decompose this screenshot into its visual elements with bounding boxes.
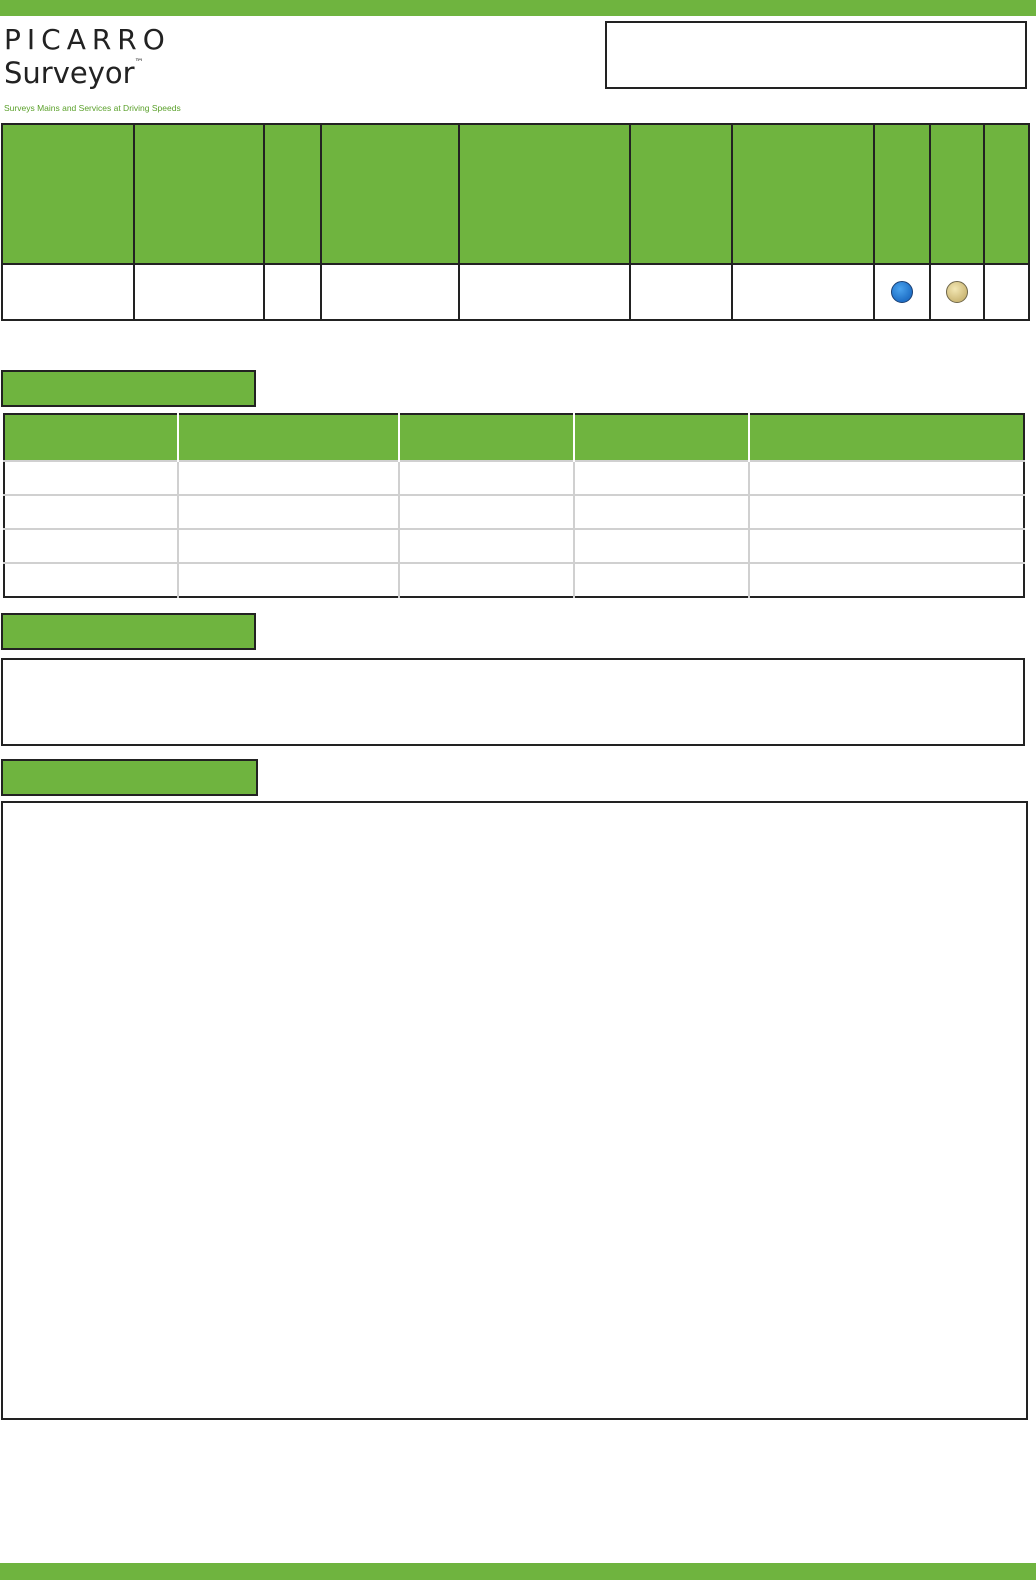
details-cell xyxy=(177,562,399,597)
survey-header-cell xyxy=(133,124,264,264)
survey-header-cell xyxy=(458,124,630,264)
details-cell xyxy=(748,460,1024,495)
survey-header-cell xyxy=(873,124,930,264)
section-label-3 xyxy=(1,759,258,796)
details-cell xyxy=(397,562,575,597)
survey-cell xyxy=(983,263,1029,320)
logo-tagline: Surveys Mains and Services at Driving Sp… xyxy=(4,103,181,113)
survey-table-header xyxy=(2,124,1029,264)
details-cell xyxy=(748,528,1024,563)
details-cell xyxy=(397,460,575,495)
details-cell xyxy=(573,528,750,563)
details-header-cell xyxy=(748,414,1024,461)
details-table-header xyxy=(4,414,1024,461)
survey-cell xyxy=(873,263,930,320)
survey-cell xyxy=(2,263,134,320)
details-cell xyxy=(573,562,750,597)
survey-cell xyxy=(133,263,264,320)
details-cell xyxy=(4,528,179,563)
tan-status-dot xyxy=(946,281,968,303)
survey-header-cell xyxy=(731,124,874,264)
survey-header-cell xyxy=(929,124,984,264)
logo-product-name: Surveyor™ xyxy=(4,56,144,90)
survey-cell xyxy=(263,263,321,320)
logo-company-name: PICARRO xyxy=(4,23,171,56)
survey-cell xyxy=(320,263,459,320)
blue-status-dot xyxy=(891,281,913,303)
details-cell xyxy=(573,494,750,529)
map-area xyxy=(1,801,1028,1420)
survey-header-cell xyxy=(629,124,732,264)
details-cell xyxy=(177,494,399,529)
comments-box xyxy=(1,658,1025,746)
details-cell xyxy=(748,494,1024,529)
survey-cell xyxy=(458,263,630,320)
survey-cell xyxy=(731,263,874,320)
survey-header-cell xyxy=(2,124,134,264)
table-row xyxy=(4,528,1024,563)
survey-header-cell xyxy=(263,124,321,264)
details-cell xyxy=(4,562,179,597)
survey-cell xyxy=(629,263,732,320)
section-label-1 xyxy=(1,370,256,407)
details-cell xyxy=(177,528,399,563)
survey-table-row xyxy=(2,263,1029,320)
section-label-2 xyxy=(1,613,256,650)
details-cell xyxy=(397,528,575,563)
details-header-cell xyxy=(4,414,179,461)
details-table xyxy=(3,413,1025,598)
picarro-surveyor-logo: PICARRO Surveyor™ Surveys Mains and Serv… xyxy=(4,24,194,120)
survey-cell xyxy=(929,263,984,320)
table-row xyxy=(4,494,1024,529)
details-cell xyxy=(4,460,179,495)
details-cell xyxy=(573,460,750,495)
details-cell xyxy=(177,460,399,495)
survey-header-cell xyxy=(320,124,459,264)
details-header-cell xyxy=(177,414,399,461)
bottom-accent-bar xyxy=(0,1563,1036,1580)
trademark-symbol: ™ xyxy=(134,58,144,68)
report-title-box xyxy=(605,21,1027,89)
survey-header-cell xyxy=(983,124,1029,264)
table-row xyxy=(4,460,1024,495)
top-accent-bar xyxy=(0,0,1036,16)
details-cell xyxy=(397,494,575,529)
details-header-cell xyxy=(573,414,750,461)
table-row xyxy=(4,562,1024,597)
details-cell xyxy=(4,494,179,529)
details-header-cell xyxy=(397,414,575,461)
details-cell xyxy=(748,562,1024,597)
survey-table xyxy=(1,123,1030,321)
